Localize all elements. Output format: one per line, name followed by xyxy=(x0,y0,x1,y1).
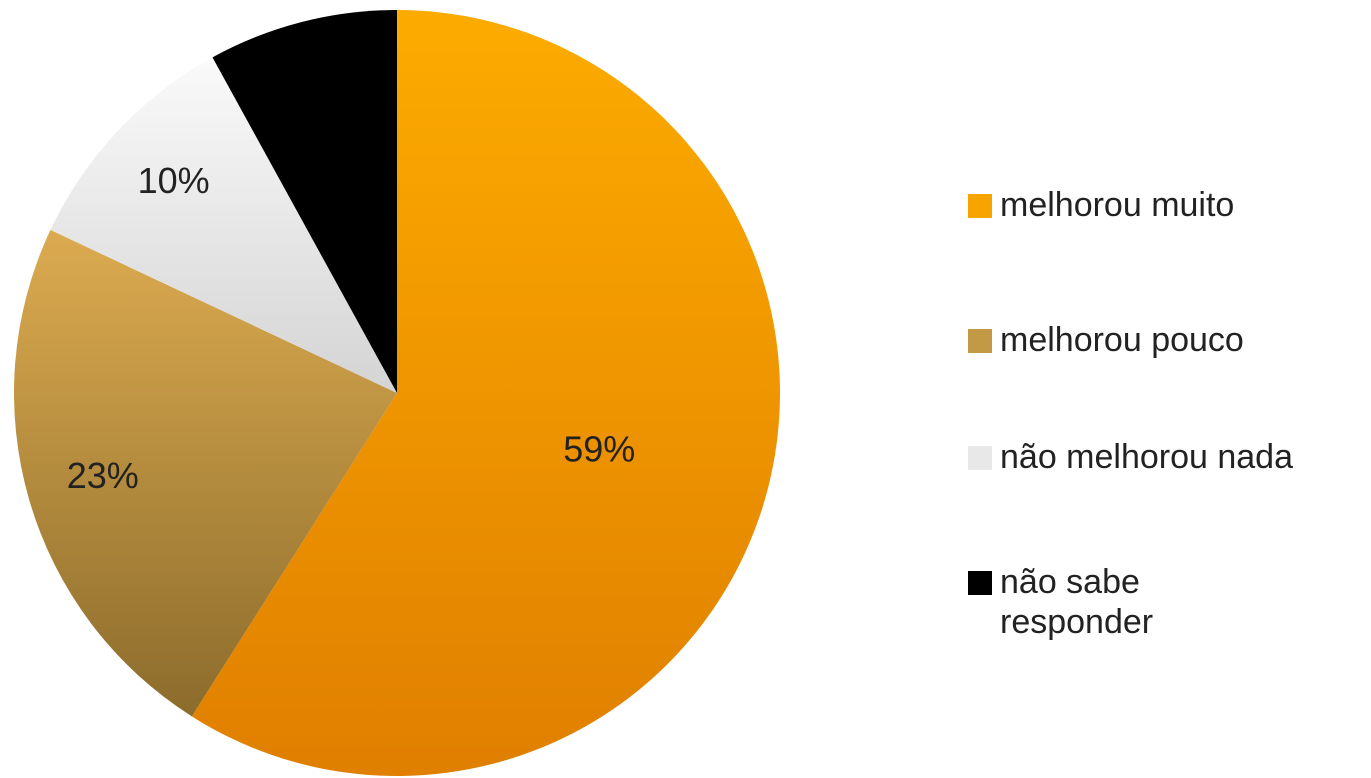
legend-swatch xyxy=(968,446,992,470)
legend-label: melhorou pouco xyxy=(1000,321,1244,359)
legend-label: não sabe responder xyxy=(1000,563,1154,641)
pie-slice xyxy=(191,10,780,776)
legend-swatch xyxy=(968,329,992,353)
data-label: 10% xyxy=(138,160,210,201)
data-label: 23% xyxy=(67,455,139,496)
pie-slice xyxy=(13,229,398,717)
legend-swatch xyxy=(968,571,992,595)
pie-slice xyxy=(50,57,398,393)
legend-label: melhorou muito xyxy=(1000,186,1235,224)
legend-label: não melhorou nada xyxy=(1000,438,1294,476)
pie-slice xyxy=(212,10,397,393)
legend-item: não melhorou nada xyxy=(968,437,1293,477)
legend-swatch xyxy=(968,194,992,218)
legend-item: não sabe responder xyxy=(968,562,1200,642)
legend-item: melhorou pouco xyxy=(968,320,1244,360)
data-label: 59% xyxy=(563,428,635,469)
legend-item: melhorou muito xyxy=(968,185,1234,225)
